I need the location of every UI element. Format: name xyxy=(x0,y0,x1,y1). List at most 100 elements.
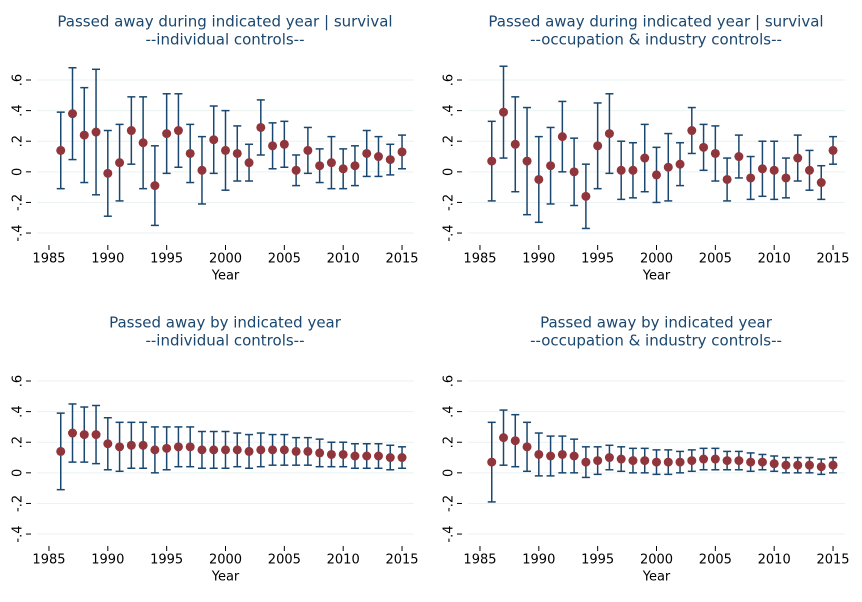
point xyxy=(569,451,579,461)
point xyxy=(162,129,172,139)
point xyxy=(197,165,207,175)
point xyxy=(103,168,113,178)
point xyxy=(804,165,814,175)
y-tick-label: .6 xyxy=(442,74,457,86)
point xyxy=(385,453,395,463)
point xyxy=(604,453,614,463)
point xyxy=(291,165,301,175)
point xyxy=(793,153,803,163)
panel: Passed away during indicated year | surv… xyxy=(442,13,850,284)
x-tick-label: 1995 xyxy=(581,252,614,267)
y-tick-label: .2 xyxy=(11,436,26,448)
point xyxy=(757,164,767,174)
point xyxy=(268,445,278,455)
point xyxy=(581,191,591,201)
point xyxy=(616,165,626,175)
x-tick-label: 1990 xyxy=(522,553,555,568)
point xyxy=(68,428,78,438)
point xyxy=(757,457,767,467)
point xyxy=(652,170,661,180)
x-tick-label: 2010 xyxy=(327,252,360,267)
x-tick-label: 2005 xyxy=(268,553,301,568)
point xyxy=(534,174,544,184)
point xyxy=(522,156,532,166)
point xyxy=(256,445,266,455)
point xyxy=(268,141,278,151)
y-tick-label: 0 xyxy=(11,168,26,176)
point xyxy=(221,445,230,455)
x-tick-label: 2000 xyxy=(209,553,242,568)
point xyxy=(373,152,383,162)
point xyxy=(769,459,779,469)
x-tick-label: 2015 xyxy=(385,252,418,267)
point xyxy=(663,457,673,467)
y-tick-label: -.4 xyxy=(442,224,457,241)
point xyxy=(256,122,266,132)
x-tick-label: 1985 xyxy=(32,252,65,267)
point xyxy=(687,126,697,136)
panel-title: Passed away during indicated year | surv… xyxy=(57,13,392,31)
point xyxy=(91,127,101,137)
point xyxy=(675,457,685,467)
point xyxy=(150,445,160,455)
point xyxy=(828,460,838,470)
panel: Passed away by indicated year--occupatio… xyxy=(442,314,850,585)
point xyxy=(138,138,148,148)
point xyxy=(722,456,732,466)
point xyxy=(326,158,336,168)
panel-subtitle: --individual controls-- xyxy=(145,31,304,49)
point xyxy=(487,457,497,467)
x-tick-label: 2015 xyxy=(385,553,418,568)
point xyxy=(291,446,301,456)
point xyxy=(534,449,544,459)
x-tick-label: 2005 xyxy=(268,252,301,267)
point xyxy=(397,453,407,463)
y-tick-label: .4 xyxy=(11,405,26,417)
x-tick-label: 1985 xyxy=(32,553,65,568)
point xyxy=(373,451,383,461)
y-tick-label: -.2 xyxy=(11,495,26,512)
point xyxy=(244,446,254,456)
point xyxy=(546,451,556,461)
point xyxy=(232,148,242,158)
panel-subtitle: --occupation & industry controls-- xyxy=(530,332,782,350)
point xyxy=(115,158,125,168)
point xyxy=(326,449,336,459)
x-tick-label: 1990 xyxy=(522,252,555,267)
point xyxy=(385,155,395,165)
y-tick-label: .2 xyxy=(442,436,457,448)
point xyxy=(816,178,826,188)
point xyxy=(510,139,520,149)
point xyxy=(804,460,814,470)
point xyxy=(675,159,685,169)
y-tick-label: .6 xyxy=(442,375,457,387)
point xyxy=(499,107,509,117)
y-tick-label: -.4 xyxy=(11,525,26,542)
panel-subtitle: --individual controls-- xyxy=(145,332,304,350)
point xyxy=(510,436,520,446)
panel: Passed away during indicated year | surv… xyxy=(11,13,419,284)
point xyxy=(185,148,195,158)
point xyxy=(185,442,195,452)
point xyxy=(362,451,372,461)
point xyxy=(315,161,325,171)
y-tick-label: .6 xyxy=(11,74,26,86)
point xyxy=(79,430,89,440)
point xyxy=(221,145,230,155)
point xyxy=(722,174,732,184)
point xyxy=(362,148,372,158)
point xyxy=(232,445,242,455)
point xyxy=(79,130,89,140)
point xyxy=(781,173,791,183)
y-tick-label: .6 xyxy=(11,375,26,387)
point xyxy=(303,145,313,155)
x-tick-label: 1995 xyxy=(581,553,614,568)
y-tick-label: .2 xyxy=(442,135,457,147)
point xyxy=(746,457,756,467)
point xyxy=(315,448,325,458)
point xyxy=(338,449,348,459)
point xyxy=(663,162,673,172)
panel-title: Passed away during indicated year | surv… xyxy=(488,13,823,31)
point xyxy=(115,442,125,452)
x-tick-label: 1985 xyxy=(463,252,496,267)
